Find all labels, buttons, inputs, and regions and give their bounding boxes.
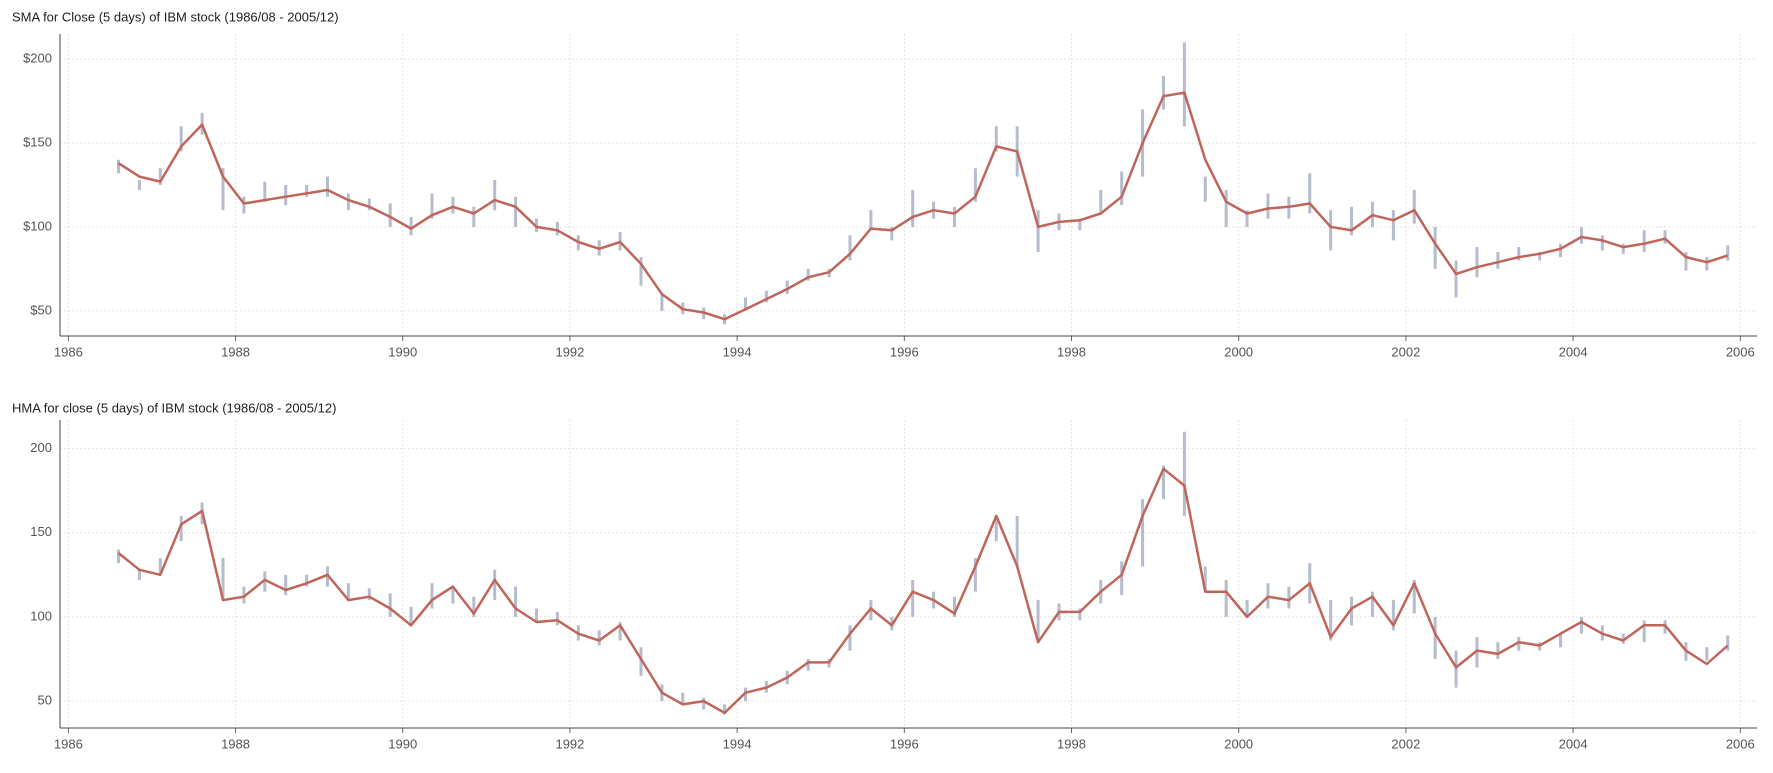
- x-tick-label: 1998: [1057, 344, 1086, 359]
- chart-title: HMA for close (5 days) of IBM stock (198…: [12, 400, 336, 415]
- x-tick-label: 1988: [221, 344, 250, 359]
- x-tick-label: 1990: [388, 736, 417, 751]
- moving-average-line: [117, 91, 1729, 321]
- x-tick-label: 2002: [1391, 344, 1420, 359]
- y-tick-label: 50: [38, 693, 52, 708]
- x-tick-label: 2004: [1559, 344, 1588, 359]
- x-tick-label: 1986: [54, 736, 83, 751]
- x-tick-label: 1996: [890, 736, 919, 751]
- x-tick-label: 1990: [388, 344, 417, 359]
- y-tick-label: 150: [30, 524, 52, 539]
- moving-average-line: [117, 467, 1729, 715]
- y-tick-label: 100: [30, 608, 52, 623]
- y-tick-label: $200: [23, 51, 52, 66]
- x-tick-label: 1996: [890, 344, 919, 359]
- x-tick-label: 1998: [1057, 736, 1086, 751]
- x-tick-label: 2004: [1559, 736, 1588, 751]
- y-tick-label: 200: [30, 440, 52, 455]
- x-tick-label: 2006: [1726, 344, 1755, 359]
- y-tick-label: $50: [30, 302, 52, 317]
- x-tick-label: 1988: [221, 736, 250, 751]
- x-tick-label: 2000: [1224, 344, 1253, 359]
- x-tick-label: 2006: [1726, 736, 1755, 751]
- x-tick-label: 1986: [54, 344, 83, 359]
- x-tick-label: 1994: [723, 736, 752, 751]
- x-tick-label: 1994: [723, 344, 752, 359]
- x-tick-label: 2002: [1391, 736, 1420, 751]
- x-tick-label: 1992: [555, 736, 584, 751]
- x-tick-label: 2000: [1224, 736, 1253, 751]
- x-tick-label: 1992: [555, 344, 584, 359]
- chart-title: SMA for Close (5 days) of IBM stock (198…: [12, 9, 339, 24]
- y-tick-label: $100: [23, 218, 52, 233]
- y-tick-label: $150: [23, 134, 52, 149]
